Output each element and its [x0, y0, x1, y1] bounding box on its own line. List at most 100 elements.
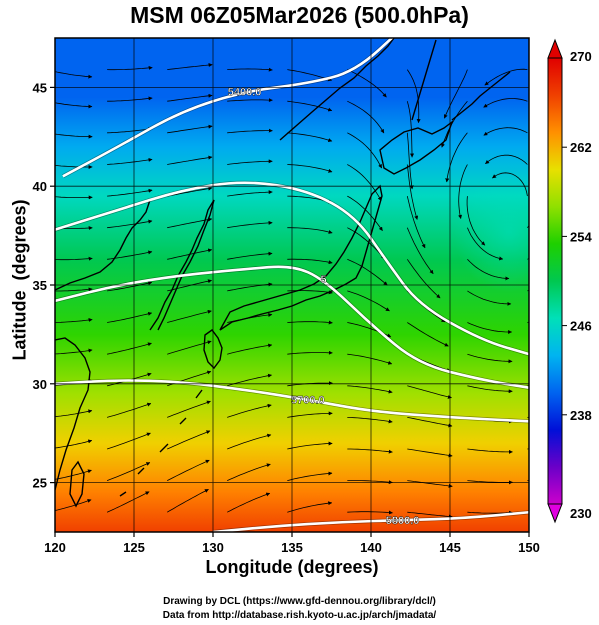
streamline-5	[347, 510, 393, 515]
streamline-61	[467, 322, 513, 334]
streamline-33	[407, 417, 453, 428]
streamline-56	[167, 309, 212, 323]
streamline-42	[407, 385, 452, 399]
streamline-113	[347, 132, 383, 169]
streamline-85	[287, 227, 333, 234]
streamline-119	[167, 93, 213, 102]
colorbar-label-262: 262	[570, 140, 592, 155]
streamline-11	[167, 459, 210, 481]
streamline-46	[107, 342, 152, 355]
contour-line-2	[55, 265, 529, 390]
streamline-134	[484, 68, 528, 86]
streamline-21	[227, 433, 272, 450]
streamline-127	[107, 65, 153, 71]
contour-label-3: 5700.0	[291, 395, 325, 407]
streamline-121	[287, 100, 333, 112]
coastline-kuril	[451, 71, 511, 121]
streamline-90	[55, 195, 93, 200]
x-tick-label-150: 150	[518, 540, 540, 555]
streamline-92	[167, 186, 213, 197]
streamline-41	[347, 385, 393, 394]
contour-line-4	[212, 510, 529, 532]
streamline-28	[106, 402, 152, 418]
streamline-60	[407, 322, 449, 347]
streamline-29	[167, 400, 211, 418]
streamline-96	[406, 196, 426, 249]
colorbar-label-246: 246	[570, 319, 592, 334]
streamline-117	[55, 102, 93, 109]
coastline-ryukyu	[119, 389, 203, 497]
credit-drawing: Drawing by DCL (https://www.gfd-dennou.o…	[163, 596, 436, 607]
streamline-18	[55, 439, 93, 449]
coastline-hokkaido	[379, 120, 454, 175]
streamline-30	[227, 403, 272, 418]
streamline-0	[55, 499, 92, 511]
coastline-china	[55, 199, 151, 491]
streamline-109	[107, 127, 153, 134]
streamline-104	[347, 164, 382, 201]
streamline-70	[467, 290, 512, 306]
colorbar-label-230: 230	[570, 506, 592, 521]
streamline-133	[443, 69, 468, 119]
streamline-116	[483, 127, 528, 136]
streamline-48	[227, 343, 273, 355]
x-axis-label: Longitude (degrees)	[205, 557, 379, 577]
gridlines	[55, 38, 529, 532]
x-tick-label-140: 140	[360, 540, 382, 555]
streamline-122	[347, 100, 385, 134]
streamline-76	[287, 258, 333, 265]
streamline-72	[55, 256, 93, 261]
streamline-88	[467, 227, 504, 261]
streamline-97	[466, 196, 486, 246]
y-tick-label-30: 30	[33, 377, 47, 392]
streamline-91	[107, 188, 153, 197]
x-tick-label-145: 145	[439, 540, 461, 555]
streamline-20	[167, 430, 211, 450]
contour-line-3	[55, 379, 529, 423]
streamline-129	[227, 67, 273, 72]
streamline-114	[406, 132, 414, 190]
colorbar-scale	[547, 57, 563, 505]
streamline-55	[107, 311, 153, 323]
contour-line-1	[55, 181, 529, 356]
coastline-taiwan	[69, 460, 85, 508]
streamline-64	[107, 281, 153, 292]
y-tick-label-25: 25	[33, 476, 47, 491]
streamline-4	[287, 501, 333, 513]
x-tick-label-135: 135	[281, 540, 303, 555]
streamline-107	[485, 154, 528, 165]
streamline-93	[227, 190, 273, 197]
y-tick-label-35: 35	[33, 278, 47, 293]
streamline-68	[347, 290, 390, 312]
credit-data-source: Data from http://database.rish.kyoto-u.a…	[162, 610, 437, 621]
coastlines	[55, 38, 511, 508]
streamline-115	[445, 132, 468, 183]
streamline-126	[55, 71, 93, 79]
streamline-105	[406, 164, 419, 220]
coastline-sakhalin	[411, 39, 437, 121]
contour-label-0: 5400.0	[228, 86, 262, 98]
x-axis: 120 125 130 135 140 145 150	[44, 532, 540, 555]
coastline-korea	[149, 199, 215, 331]
contour-label-2: 5	[321, 274, 327, 286]
streamline-95	[347, 195, 383, 232]
streamline-31	[287, 411, 333, 418]
streamline-125	[483, 98, 528, 108]
low-pressure-glow	[454, 172, 529, 292]
streamline-65	[167, 279, 212, 292]
streamline-43	[467, 385, 513, 394]
colorbar: 230 238 246 254 262 270	[547, 38, 592, 524]
streamline-103	[287, 164, 333, 173]
streamline-131	[347, 69, 387, 98]
streamline-50	[347, 353, 393, 365]
streamline-1	[106, 491, 150, 513]
streamline-45	[55, 348, 93, 355]
streamline-99	[55, 164, 93, 170]
streamline-14	[347, 480, 393, 485]
streamline-128	[167, 63, 213, 70]
contour-label-4: 5800.0	[386, 515, 420, 527]
streamline-84	[227, 220, 273, 229]
chart-title: MSM 06Z05Mar2026 (500.0hPa)	[130, 2, 469, 28]
streamline-15	[407, 480, 453, 488]
